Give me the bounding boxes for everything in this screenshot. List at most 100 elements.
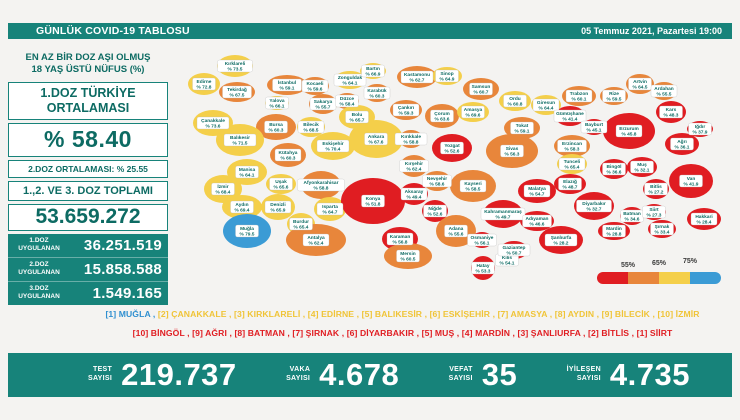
- province-name: Hatay: [476, 263, 489, 269]
- province-chip: [644, 182, 668, 196]
- province-list-item: [8] BATMAN ,: [234, 328, 293, 338]
- province-chip: [222, 85, 252, 99]
- map-color-legend: 55% 65% 75%: [597, 258, 721, 284]
- province-chip: [480, 207, 526, 221]
- province-label-Erzurum: Erzurum% 45.8: [615, 124, 643, 138]
- province-label-Mersin: Mersin% 60.5: [396, 249, 420, 263]
- province-chip: [500, 144, 524, 158]
- province-label-Manisa: Manisa% 64.1: [235, 165, 259, 179]
- province-label-Iğdır: Iğdır% 37.9: [688, 122, 712, 136]
- province-chip: [459, 179, 487, 193]
- dose2-average: 2.DOZ ORTALAMASI: % 25.55: [8, 159, 168, 178]
- legend-tick: 55%: [621, 262, 636, 269]
- province-name: İzmir: [217, 183, 228, 190]
- province-name: Bitlis: [650, 184, 662, 190]
- province-name: Denizli: [270, 202, 285, 208]
- province-label-Kahramanmaraş: Kahramanmaraş% 49.7: [480, 207, 526, 221]
- province-label-Kırşehir: Kırşehir% 62.4: [399, 159, 429, 173]
- province-list-item: [6] ESKİŞEHİR ,: [429, 309, 498, 319]
- stat-value: 219.737: [121, 357, 237, 392]
- province-chip: [289, 217, 313, 231]
- province-rate: % 27.2: [649, 190, 664, 196]
- stat-value: 4.735: [609, 357, 690, 392]
- province-rate: % 36.1: [675, 145, 690, 151]
- province-chip: [688, 122, 712, 136]
- province-chip: [301, 79, 329, 93]
- province-name: Kars: [666, 107, 677, 113]
- province-name: Bursa: [269, 122, 283, 128]
- province-name: Tunceli: [564, 159, 580, 165]
- province-chip: [400, 70, 434, 84]
- province-rate: % 64.1: [343, 81, 358, 87]
- province-label-Yalova: Yalova% 66.1: [265, 96, 289, 110]
- province-chip: [615, 124, 643, 138]
- province-rate: % 67.5: [230, 93, 245, 99]
- province-rate: % 66.9: [366, 72, 381, 78]
- province-rate: % 71.5: [233, 141, 248, 147]
- province-chip: [503, 94, 527, 108]
- province-label-Antalya: Antalya% 62.4: [302, 233, 330, 247]
- province-chip: [430, 109, 454, 123]
- province-label-Kırıkkale: Kırıkkale% 58.8: [394, 132, 428, 146]
- province-chip: [422, 174, 452, 188]
- province-name: Kütahya: [279, 150, 298, 156]
- province-chip: [469, 82, 493, 96]
- province-label-Ankara: Ankara% 67.6: [364, 132, 388, 146]
- province-label-Çankırı: Çankırı% 59.3: [392, 103, 420, 117]
- province-rate: % 68.5: [304, 128, 319, 134]
- stat-label: VAKA SAYISI: [286, 366, 311, 382]
- province-rate: % 58.4: [340, 102, 355, 108]
- province-chip: [363, 86, 391, 100]
- province-chip: [297, 178, 345, 192]
- province-rate: % 62.4: [407, 167, 422, 173]
- lowest-vaccination-provinces-list: [10] BİNGÖL , [9] AĞRI , [8] BATMAN , [7…: [70, 328, 735, 338]
- province-name: Kayseri: [464, 181, 481, 187]
- stat-group: VEFAT SAYISI 35: [449, 357, 518, 393]
- legend-tick: 65%: [652, 260, 667, 267]
- province-label-Malatya: Malatya% 54.7: [523, 184, 551, 198]
- province-name: Yozgat: [444, 143, 460, 149]
- province-chip: [565, 89, 593, 103]
- province-label-Amasya: Amasya% 69.6: [461, 105, 485, 119]
- province-label-Giresun: Giresun% 64.4: [532, 98, 560, 112]
- province-name: Karaman: [390, 234, 411, 240]
- province-chip: [269, 177, 293, 191]
- stat-label: TEST SAYISI: [88, 366, 113, 382]
- province-rate: % 45.8: [622, 132, 637, 138]
- stat-group: TEST SAYISI 219.737: [88, 357, 237, 393]
- province-name: Hakkari: [695, 214, 712, 220]
- province-chip: [316, 202, 344, 216]
- province-label-Kars: Kars% 48.3: [659, 105, 683, 119]
- province-label-Gaziantep: Gaziantep% 50.7: [497, 243, 531, 257]
- province-label-Muğla: Muğla% 79.5: [235, 224, 259, 238]
- province-rate: % 79.5: [240, 232, 255, 238]
- province-name: Bingöl: [607, 164, 622, 170]
- province-name: Adana: [449, 226, 464, 232]
- province-label-Erzincan: Erzincan% 58.3: [557, 139, 587, 153]
- province-name: Erzurum: [619, 126, 638, 132]
- legend-swatch: [659, 272, 690, 284]
- province-label-Nevşehir: Nevşehir% 58.6: [422, 174, 452, 188]
- province-chip: [558, 157, 586, 171]
- province-label-Balıkesir: Balıkesir% 71.5: [223, 133, 257, 147]
- province-rate: % 59.3: [399, 111, 414, 117]
- province-rate: % 33.4: [655, 230, 670, 236]
- province-rate: % 34.6: [625, 217, 640, 223]
- province-rate: % 28.4: [697, 220, 712, 226]
- province-name: Çankırı: [398, 105, 414, 111]
- province-chip: [532, 98, 560, 112]
- province-label-Ardahan: Ardahan% 55.5: [650, 84, 678, 98]
- province-chip: [364, 132, 388, 146]
- dose-row-label: 1.DOZ UYGULANAN: [18, 236, 60, 253]
- province-chip: [223, 133, 257, 147]
- province-chip: [192, 77, 216, 91]
- province-rate: % 69.6: [466, 113, 481, 119]
- province-name: Karabük: [367, 88, 387, 94]
- province-name: Nevşehir: [427, 176, 447, 182]
- province-label-Çorum: Çorum% 63.6: [430, 109, 454, 123]
- province-rate: % 58.5: [466, 187, 481, 193]
- province-label-Afyonkarahisar: Afyonkarahisar% 58.8: [297, 178, 345, 192]
- province-list-item: [4] EDİRNE ,: [307, 309, 362, 319]
- province-chip: [628, 77, 652, 91]
- dose-row: 2.DOZ UYGULANAN 15.858.588: [8, 256, 168, 281]
